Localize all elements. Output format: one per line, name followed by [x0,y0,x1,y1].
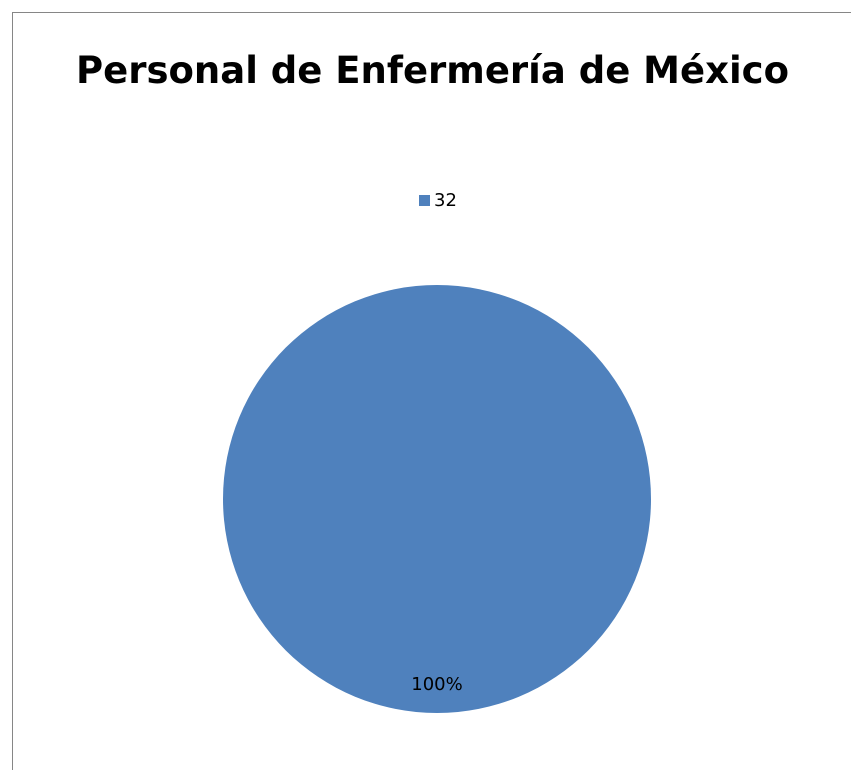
legend: 32 [419,189,457,211]
legend-label-32: 32 [434,189,457,211]
chart-title-text: Personal de Enfermería de México [76,49,789,92]
data-label-32: 100% [411,674,462,695]
chart-title: Personal de Enfermería de México [13,43,851,99]
chart-frame: Personal de Enfermería de México 32 100% [12,12,851,770]
pie-slices [223,285,651,713]
pie-slice-32 [223,285,651,713]
legend-swatch-32 [419,194,430,206]
pie-data-labels: 100% [411,674,462,695]
pie-chart: 100% [223,285,651,713]
